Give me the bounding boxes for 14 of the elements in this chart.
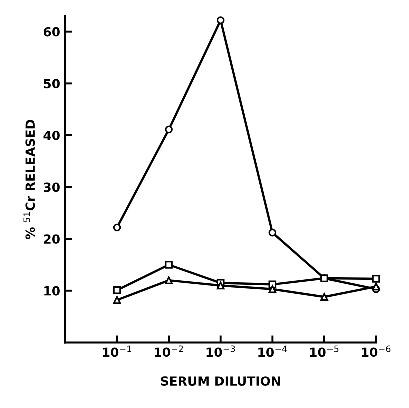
y-tick-label: 40 [44, 130, 60, 140]
y-tick-label: 50 [44, 79, 60, 89]
x-axis-title: SERUM DILUTION [161, 376, 280, 386]
y-tick-label: 10 [44, 286, 60, 296]
y-tick-label: 30 [44, 182, 60, 192]
x-tick-label: 10$^{−3}$ [206, 346, 236, 358]
x-tick-label: 10$^{−5}$ [310, 346, 339, 358]
y-axis-title: % $^{51}$Cr RELEASED [24, 120, 36, 240]
y-tick-label: 20 [44, 234, 60, 244]
x-tick-label: 10$^{−1}$ [103, 346, 132, 358]
y-tick-label: 60 [44, 27, 60, 37]
x-tick-label: 10$^{−6}$ [362, 346, 391, 358]
x-tick-label: 10$^{−4}$ [258, 346, 288, 358]
x-tick-label: 10$^{−2}$ [155, 346, 184, 358]
